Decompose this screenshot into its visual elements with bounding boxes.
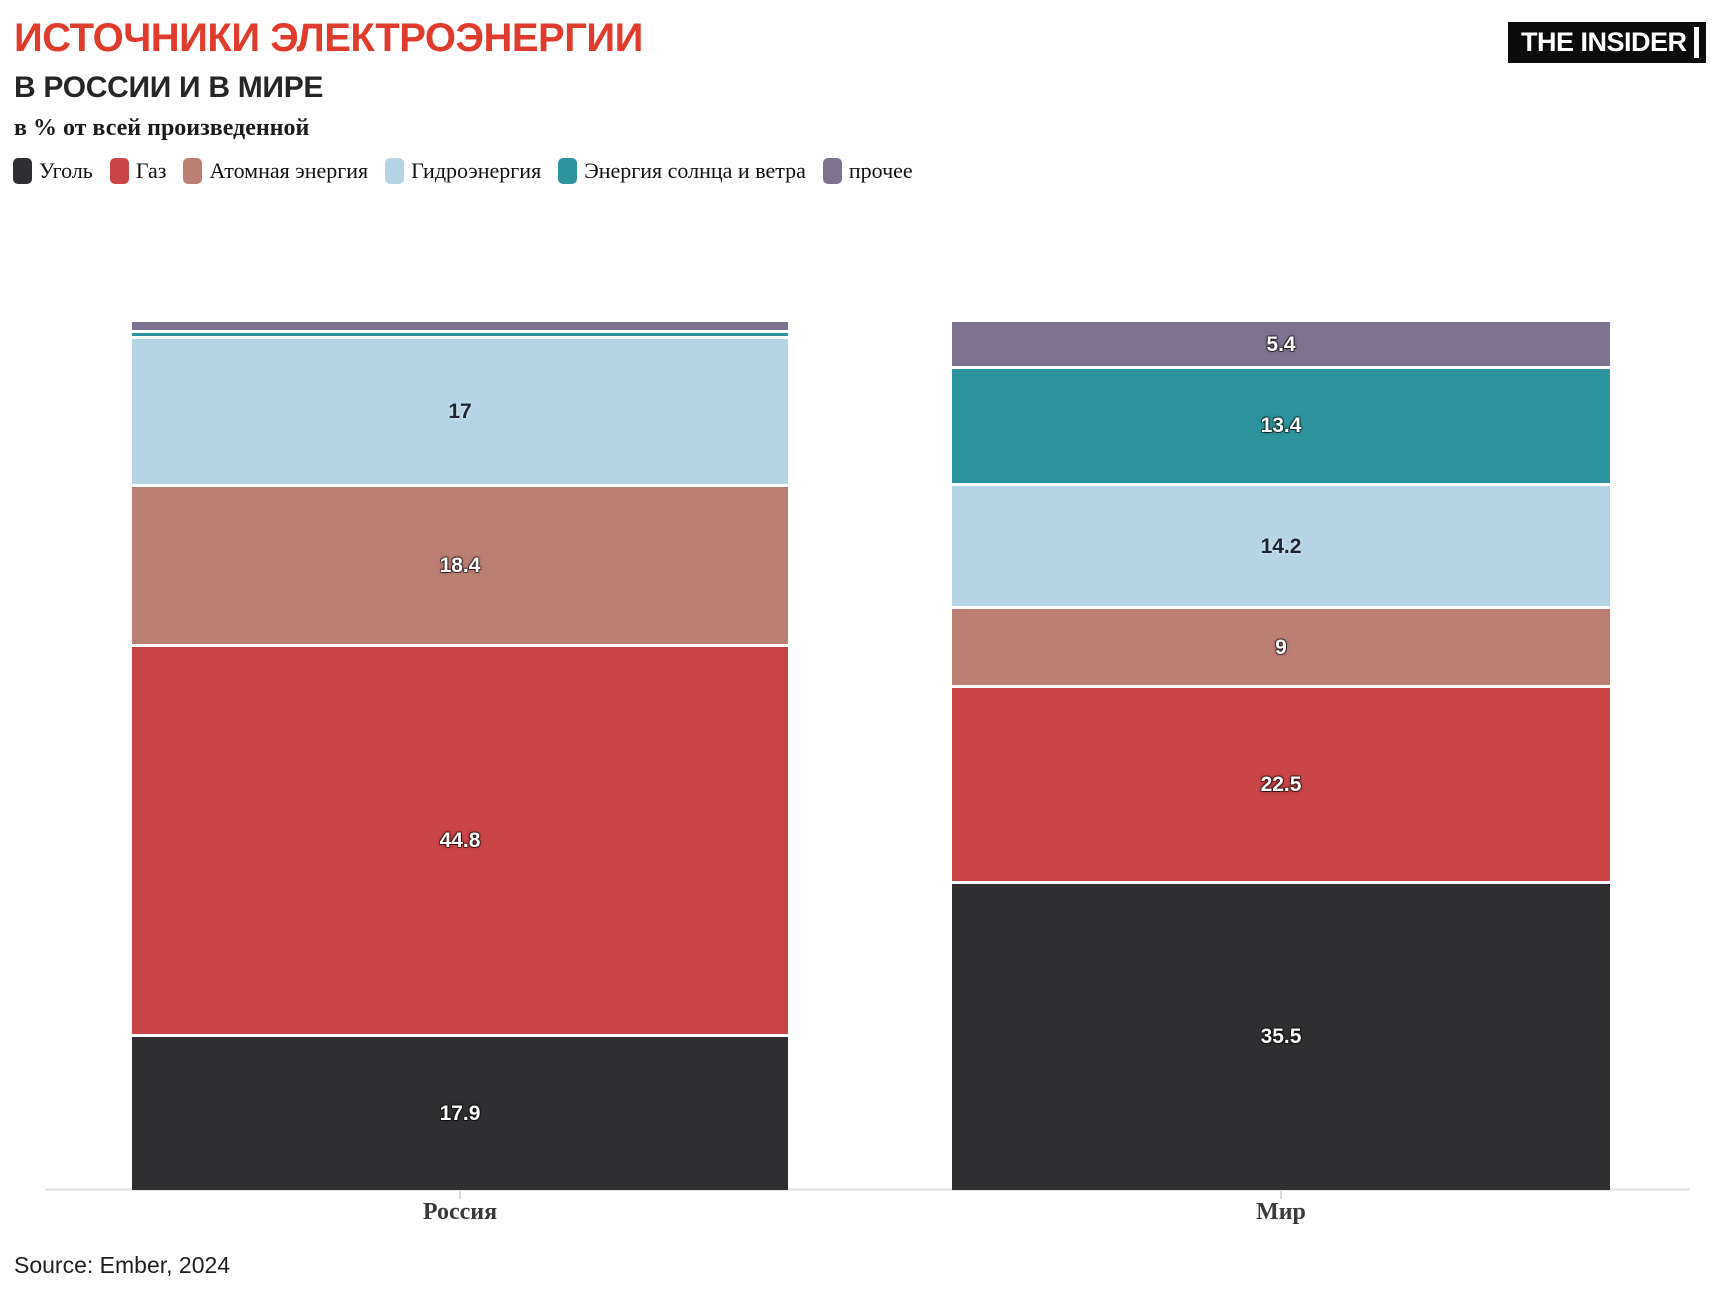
value-label: 44.8	[439, 829, 481, 853]
legend-item-5: прочее	[822, 158, 913, 184]
legend-swatch-icon	[183, 158, 203, 184]
unit-note: в % от всей произведенной	[14, 115, 310, 141]
bar-segment-russia	[132, 319, 788, 331]
value-label: 17	[448, 399, 472, 423]
page-title: ИСТОЧНИКИ ЭЛЕКТРОЭНЕРГИИ	[14, 16, 643, 60]
bar-segment-world: 5.4	[952, 319, 1610, 367]
source-credit: Source: Ember, 2024	[14, 1252, 231, 1278]
legend-item-3: Гидроэнергия	[385, 158, 541, 184]
stacked-bar-world: 35.5 22.5 9 14.2 13.4 5.4	[952, 319, 1610, 1190]
bar-segment-world: 13.4	[952, 366, 1610, 483]
x-axis-tick	[459, 1191, 461, 1199]
legend-item-2: Атомная энергия	[183, 158, 368, 184]
chart-legend: Уголь Газ Атомная энергия Гидроэнергия Энерг…	[13, 158, 913, 184]
legend-swatch-icon	[822, 158, 842, 184]
value-label: 13.4	[1260, 414, 1302, 438]
x-axis-line	[45, 1188, 1690, 1191]
bar-segment-russia	[132, 330, 788, 336]
bar-segment-russia: 17.9	[132, 1034, 788, 1190]
legend-label: Атомная энергия	[209, 158, 369, 183]
bar-segment-world: 35.5	[952, 880, 1610, 1190]
legend-item-0: Уголь	[13, 158, 93, 184]
legend-label: прочее	[848, 158, 913, 183]
legend-item-4: Энергия солнца и ветра	[558, 158, 806, 184]
value-label: 35.5	[1260, 1025, 1302, 1049]
stacked-bar-russia: 17.9 44.8 18.4 17	[132, 319, 788, 1190]
legend-swatch-icon	[558, 158, 578, 184]
x-axis-tick	[1280, 1191, 1282, 1199]
value-label: 14.2	[1260, 534, 1302, 558]
x-axis-label-russia: Россия	[422, 1199, 498, 1225]
logo-text: THE INSIDER	[1521, 27, 1687, 57]
logo-cursor-icon	[1694, 27, 1699, 58]
value-label: 9	[1275, 635, 1287, 659]
the-insider-logo: THE INSIDER	[1508, 22, 1706, 63]
value-label: 22.5	[1260, 772, 1302, 796]
legend-swatch-icon	[109, 158, 129, 184]
legend-item-1: Газ	[109, 158, 167, 184]
legend-swatch-icon	[385, 158, 405, 184]
legend-swatch-icon	[13, 158, 32, 184]
bar-segment-world: 14.2	[952, 482, 1610, 607]
legend-label: Энергия солнца и ветра	[584, 158, 806, 183]
legend-label: Газ	[135, 158, 167, 183]
bar-segment-world: 9	[952, 606, 1610, 685]
value-label: 18.4	[439, 553, 481, 577]
value-label: 5.4	[1266, 332, 1296, 356]
bar-segment-russia: 17	[132, 335, 788, 484]
bar-segment-world: 22.5	[952, 684, 1610, 881]
bar-segment-russia: 18.4	[132, 483, 788, 644]
x-axis-label-world: Мир	[1256, 1199, 1306, 1225]
bar-segment-russia: 44.8	[132, 643, 788, 1035]
legend-label: Уголь	[39, 158, 93, 183]
value-label: 17.9	[439, 1102, 481, 1126]
page-subtitle: В РОССИИ И В МИРЕ	[14, 71, 324, 104]
legend-label: Гидроэнергия	[411, 158, 542, 183]
